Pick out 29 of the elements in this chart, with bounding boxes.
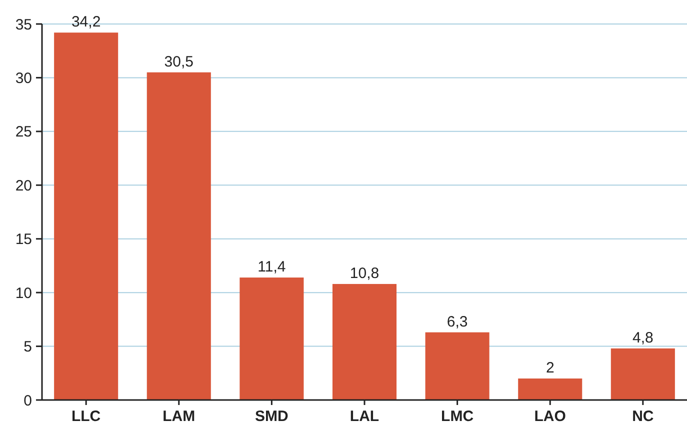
data-label: 6,3 — [446, 313, 468, 330]
bar — [332, 284, 397, 400]
y-tick-label: 35 — [15, 16, 32, 34]
data-label: 2 — [546, 360, 554, 377]
data-label: 34,2 — [71, 14, 101, 31]
bar — [425, 332, 490, 400]
x-tick-label: LLC — [71, 408, 101, 425]
bar — [146, 72, 211, 400]
data-label: 30,5 — [164, 53, 194, 70]
x-tick-label: LMC — [441, 408, 474, 425]
data-label: 4,8 — [632, 329, 654, 346]
x-tick-label: NC — [632, 408, 654, 425]
data-label: 10,8 — [350, 264, 380, 282]
bar — [54, 32, 118, 400]
y-tick-label: 30 — [15, 70, 32, 87]
x-tick-label: LAL — [350, 408, 380, 425]
y-tick-label: 20 — [15, 177, 32, 194]
x-tick-label: LAM — [162, 408, 196, 425]
bar — [610, 348, 675, 400]
y-tick-label: 15 — [15, 231, 32, 248]
y-tick-label: 5 — [24, 338, 32, 356]
data-label: 11,4 — [258, 258, 286, 276]
x-tick-label: LAO — [534, 408, 566, 425]
y-tick-label: 0 — [24, 392, 32, 410]
x-tick-label: SMD — [255, 408, 289, 425]
y-tick-label: 10 — [15, 284, 32, 302]
y-tick-label: 25 — [15, 124, 32, 141]
bar — [518, 378, 582, 400]
bar — [240, 278, 304, 400]
